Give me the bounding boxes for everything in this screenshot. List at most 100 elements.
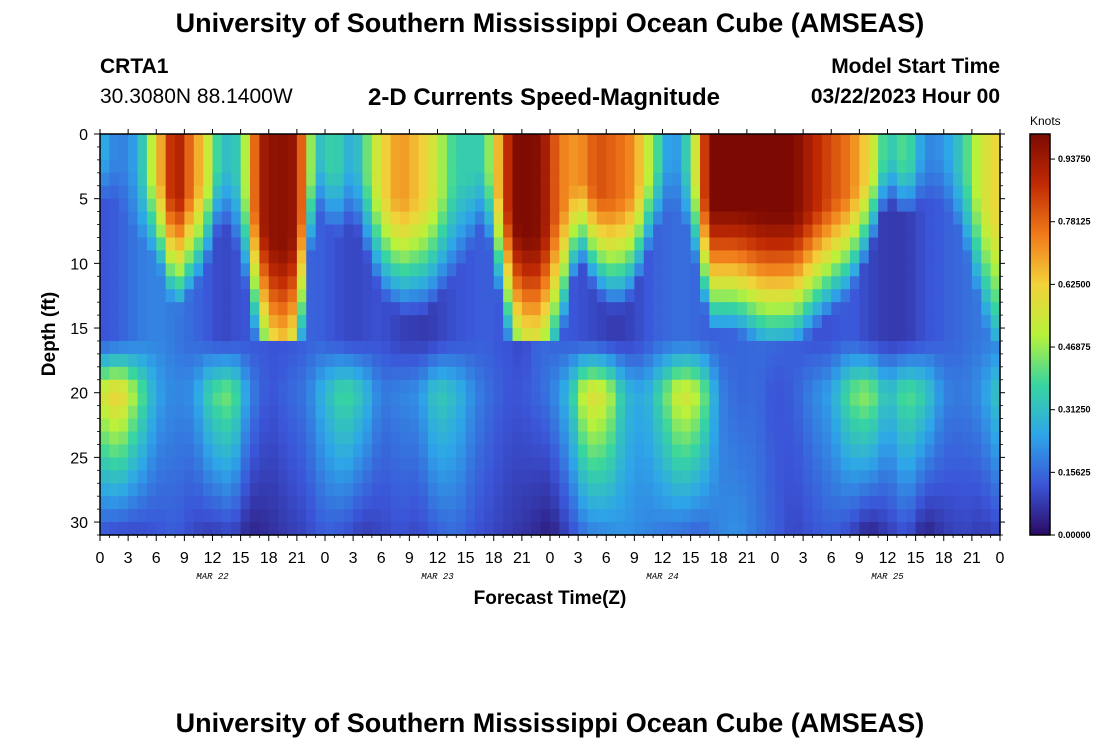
heatmap-cell (953, 392, 964, 407)
heatmap-cell (934, 302, 945, 316)
heatmap-cell (559, 263, 570, 277)
heatmap-cell (859, 185, 870, 200)
heatmap-cell (362, 366, 373, 381)
heatmap-cell (428, 198, 439, 213)
heatmap-cell (371, 405, 382, 420)
heatmap-cell (737, 224, 748, 239)
heatmap-cell (146, 302, 157, 316)
heatmap-cell (925, 340, 935, 355)
heatmap-cell (943, 185, 954, 200)
heatmap-cell (775, 263, 785, 277)
heatmap-cell (587, 146, 598, 161)
heatmap-cell (146, 392, 157, 407)
heatmap-cell (540, 250, 551, 264)
heatmap-cell (109, 392, 120, 407)
heatmap-cell (653, 198, 664, 213)
heatmap-cell (971, 250, 982, 264)
heatmap-cell (840, 263, 851, 277)
heatmap-cell (109, 366, 120, 381)
heatmap-cell (896, 315, 907, 329)
heatmap-cell (596, 328, 607, 342)
heatmap-cell (653, 250, 664, 264)
heatmap-cell (943, 134, 954, 148)
heatmap-cell (221, 185, 232, 200)
heatmap-cell (278, 483, 289, 497)
heatmap-cell (765, 185, 776, 200)
heatmap-cell (212, 289, 223, 303)
heatmap-cell (765, 522, 776, 536)
heatmap-cell (203, 211, 214, 226)
heatmap-cell (325, 392, 335, 407)
heatmap-cell (109, 353, 120, 368)
heatmap-cell (128, 146, 139, 161)
heatmap-cell (606, 340, 617, 355)
heatmap-cell (653, 134, 664, 148)
heatmap-cell (268, 522, 279, 536)
heatmap-cell (775, 405, 785, 420)
heatmap-cell (943, 418, 954, 433)
heatmap-cell (446, 392, 457, 407)
heatmap-cell (109, 302, 120, 316)
footer-title: University of Southern Mississippi Ocean… (175, 708, 925, 738)
heatmap-cell (409, 340, 420, 355)
heatmap-cell (146, 172, 157, 187)
currents-heatmap-chart: 0 3 6 9 12 15 18 21 0 3 6 9 12 15 18 21 0 3 6 9 12 15 18 21 0 3 6 9… (39, 114, 1091, 609)
colorbar-tick-label: 0.15625 (1058, 467, 1091, 477)
heatmap-cell (193, 146, 204, 161)
heatmap-cell (925, 444, 935, 458)
heatmap-cell (793, 263, 804, 277)
heatmap-cell (381, 418, 392, 433)
heatmap-cell (259, 366, 270, 381)
heatmap-cell (700, 289, 710, 303)
heatmap-cell (428, 302, 439, 316)
heatmap-cell (437, 302, 448, 316)
heatmap-cell (268, 431, 279, 446)
heatmap-cell (212, 483, 223, 497)
heatmap-cell (671, 509, 682, 523)
heatmap-cell (381, 457, 392, 471)
heatmap-cell (859, 483, 870, 497)
heatmap-cell (334, 366, 345, 381)
heatmap-cell (465, 379, 476, 394)
heatmap-cell (878, 522, 889, 536)
heatmap-cell (578, 444, 589, 458)
heatmap-cell (681, 276, 692, 290)
heatmap-cell (465, 250, 476, 264)
heatmap-cell (709, 418, 720, 433)
heatmap-cell (418, 146, 429, 161)
heatmap-cell (250, 340, 260, 355)
heatmap-cell (400, 315, 410, 329)
heatmap-cell (343, 237, 354, 252)
heatmap-cell (625, 392, 635, 407)
heatmap-cell (465, 134, 476, 148)
heatmap-cell (831, 237, 842, 252)
heatmap-cell (437, 172, 448, 187)
heatmap-cell (221, 276, 232, 290)
heatmap-cell (250, 483, 260, 497)
heatmap-cell (278, 379, 289, 394)
heatmap-cell (381, 379, 392, 394)
heatmap-cell (700, 366, 710, 381)
heatmap-cell (812, 185, 823, 200)
heatmap-cell (906, 392, 917, 407)
heatmap-cell (109, 522, 120, 536)
heatmap-cell (100, 237, 110, 252)
heatmap-cell (634, 457, 645, 471)
heatmap-cell (578, 353, 589, 368)
heatmap-cell (784, 172, 795, 187)
heatmap-cell (587, 418, 598, 433)
heatmap-cell (334, 405, 345, 420)
heatmap-cell (634, 340, 645, 355)
heatmap-cell (765, 392, 776, 407)
heatmap-cell (662, 379, 673, 394)
heatmap-cell (643, 418, 654, 433)
heatmap-cell (681, 237, 692, 252)
heatmap-cell (512, 405, 523, 420)
heatmap-cell (728, 340, 739, 355)
heatmap-cell (250, 509, 260, 523)
heatmap-cell (437, 134, 448, 148)
heatmap-cell (568, 211, 579, 226)
heatmap-cell (775, 315, 785, 329)
heatmap-cell (559, 159, 570, 174)
heatmap-cell (878, 405, 889, 420)
